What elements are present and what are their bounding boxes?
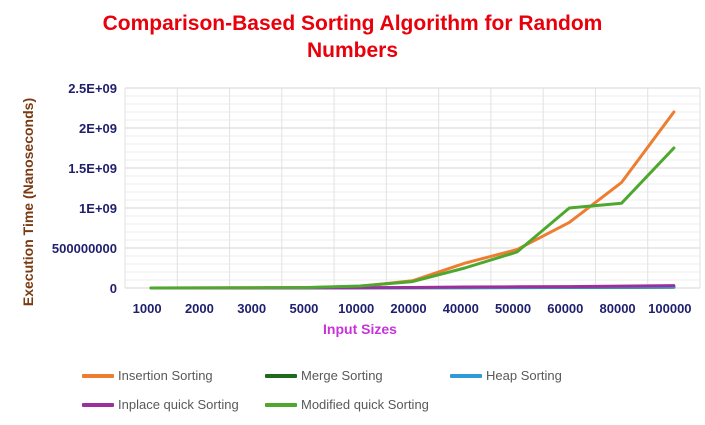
legend-label-merge: Merge Sorting	[301, 368, 383, 383]
y-tick-label: 1.5E+09	[68, 161, 117, 176]
legend-item-modified-quick: Modified quick Sorting	[265, 397, 429, 412]
x-tick-label: 40000	[443, 301, 479, 316]
legend-swatch-merge	[265, 373, 297, 378]
x-tick-label: 5000	[289, 301, 318, 316]
x-tick-label: 2000	[185, 301, 214, 316]
legend-label-heap: Heap Sorting	[486, 368, 562, 383]
series-line-modified-quick-sorting	[149, 146, 676, 290]
legend-swatch-modified-quick	[265, 402, 297, 407]
legend-swatch-heap	[450, 373, 482, 378]
legend-label-insertion: Insertion Sorting	[118, 368, 213, 383]
y-tick-label: 0	[110, 281, 117, 296]
y-tick-label: 2.5E+09	[68, 81, 117, 96]
legend-item-merge: Merge Sorting	[265, 368, 383, 383]
x-tick-label: 50000	[495, 301, 531, 316]
x-tick-label: 20000	[390, 301, 426, 316]
legend-item-inplace-quick: Inplace quick Sorting	[82, 397, 239, 412]
y-tick-label: 2E+09	[79, 121, 117, 136]
x-axis-title: Input Sizes	[323, 321, 397, 337]
x-tick-label: 1000	[133, 301, 162, 316]
y-axis-title: Execution Time (Nanoseconds)	[20, 97, 36, 307]
x-axis-tick-labels: 1000 2000 3000 5000 10000 20000 40000 50000 6000…	[133, 301, 692, 316]
legend-item-heap: Heap Sorting	[450, 368, 562, 383]
chart-title: Comparison-Based Sorting Algorithm for R…	[102, 12, 603, 62]
legend-swatch-inplace-quick	[82, 402, 114, 407]
y-axis-tick-labels: 0 500000000 1E+09 1.5E+09 2E+09 2.5E+09	[52, 81, 117, 296]
y-tick-label: 500000000	[52, 241, 117, 256]
x-tick-label: 3000	[237, 301, 266, 316]
grid-lines	[124, 87, 701, 289]
x-tick-label: 80000	[600, 301, 636, 316]
legend-item-insertion: Insertion Sorting	[82, 368, 213, 383]
x-tick-label: 60000	[547, 301, 583, 316]
legend-label-inplace-quick: Inplace quick Sorting	[118, 397, 239, 412]
series-lines	[149, 110, 676, 290]
legend-label-modified-quick: Modified quick Sorting	[301, 397, 429, 412]
x-tick-label: 10000	[338, 301, 374, 316]
x-tick-label: 100000	[648, 301, 691, 316]
y-tick-label: 1E+09	[79, 201, 117, 216]
legend-swatch-insertion	[82, 373, 114, 378]
